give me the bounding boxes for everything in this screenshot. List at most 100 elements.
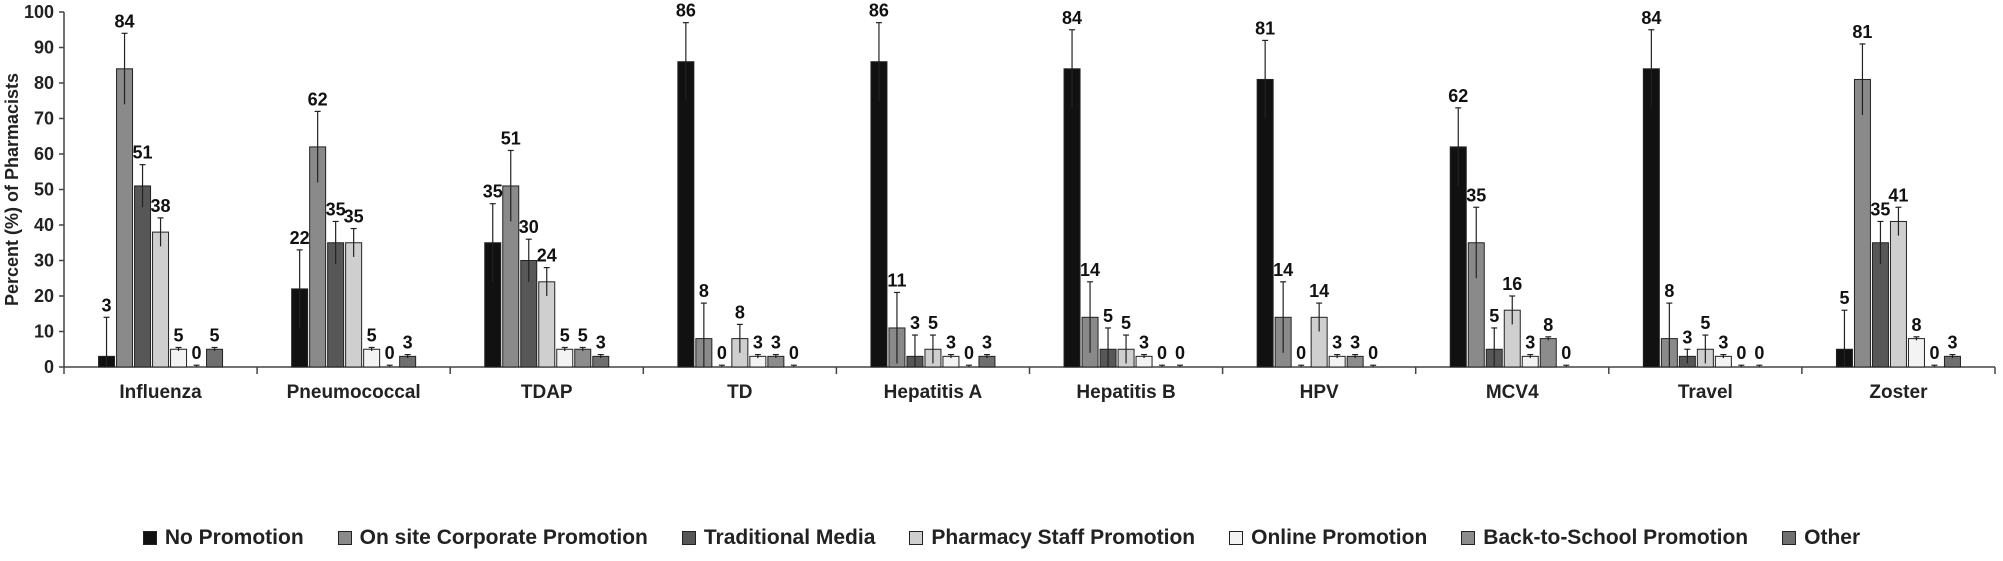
bar [1256,78,1274,368]
data-label: 86 [869,1,889,21]
data-label: 0 [1175,343,1185,363]
legend-label: On site Corporate Promotion [359,526,648,549]
data-label: 3 [771,333,781,353]
data-label: 30 [519,217,539,237]
y-tick-label: 10 [34,322,54,342]
y-tick-label: 100 [24,2,54,22]
data-label: 3 [753,333,763,353]
y-tick-label: 0 [44,357,54,377]
x-category-label: Influenza [119,382,202,403]
x-category-label: Zoster [1869,382,1928,403]
bar [206,348,224,368]
y-axis-title: Percent (%) of Pharmacists [2,73,22,306]
legend-label: Online Promotion [1251,526,1428,549]
data-label: 3 [1332,333,1342,353]
data-label: 24 [537,246,557,266]
legend-swatch [1229,531,1244,545]
data-label: 3 [403,333,413,353]
bar [1539,338,1557,368]
bar [1907,338,1925,368]
bar [1063,68,1081,368]
bar [170,348,188,368]
data-label: 3 [1350,333,1360,353]
data-label: 0 [717,343,727,363]
data-label: 0 [1736,343,1746,363]
legend-item: On site Corporate Promotion [337,526,648,550]
data-label: 5 [928,313,938,333]
data-label: 22 [290,228,310,248]
data-label: 3 [102,295,112,315]
bar [1889,220,1907,368]
data-label: 14 [1080,260,1100,280]
legend-label: Back-to-School Promotion [1483,526,1749,549]
legend-swatch [337,531,352,545]
data-label: 38 [151,196,171,216]
data-label: 16 [1502,274,1522,294]
bar [1642,68,1660,368]
data-label: 51 [501,128,521,148]
data-label: 5 [174,325,184,345]
data-label: 41 [1888,185,1908,205]
bar [556,348,574,368]
legend-item: Back-to-School Promotion [1461,526,1748,550]
data-label: 0 [789,343,799,363]
data-label: 62 [1448,86,1468,106]
legend-label: No Promotion [164,526,304,549]
y-tick-label: 80 [34,73,54,93]
y-tick-label: 70 [34,109,54,129]
data-label: 81 [1852,22,1872,42]
legend-item: Pharmacy Staff Promotion [909,526,1195,550]
data-label: 3 [910,313,920,333]
data-label: 0 [964,343,974,363]
data-label: 35 [326,199,346,219]
data-label: 0 [1368,343,1378,363]
x-category-label: Hepatitis A [884,382,983,403]
y-tick-label: 30 [34,251,54,271]
data-label: 5 [578,325,588,345]
legend-label: Other [1804,526,1861,549]
category-labels: Influenza Pneumococcal TDAP TD Hepatitis A He… [119,382,1928,403]
data-label: 5 [1700,313,1710,333]
data-label: 35 [344,207,364,227]
data-label: 11 [887,270,906,290]
x-category-label: MCV4 [1486,382,1539,403]
bar [677,61,695,368]
data-label: 35 [483,182,503,202]
data-label: 84 [115,11,135,31]
data-label: 0 [1296,343,1306,363]
legend-item: Online Promotion [1229,526,1427,550]
x-category-label: Hepatitis B [1076,382,1175,403]
x-category-label: TDAP [521,382,573,403]
legend-swatch [1461,531,1476,545]
bar [116,68,134,368]
data-label: 3 [1139,333,1149,353]
bar [134,185,152,368]
data-label: 86 [676,1,696,21]
bar [152,231,170,368]
data-label: 14 [1309,281,1329,301]
x-category-label: HPV [1300,382,1339,403]
data-label: 5 [1489,306,1499,326]
legend-swatch [681,531,696,545]
x-category-label: TD [727,382,752,403]
data-label: 84 [1641,8,1661,28]
data-label: 0 [385,343,395,363]
y-tick-label: 40 [34,215,54,235]
bar [1853,78,1871,368]
data-label: 3 [596,333,606,353]
legend: No Promotion On site Corporate Promotion T… [0,520,2003,556]
data-label: 8 [1664,281,1674,301]
y-tick-label: 50 [34,180,54,200]
y-tick-label: 20 [34,286,54,306]
x-category-label: Travel [1678,382,1733,403]
legend-item: Other [1782,526,1860,550]
data-label: 5 [367,325,377,345]
data-label: 5 [1839,288,1849,308]
bars [98,22,1961,368]
data-label: 35 [1870,199,1890,219]
bar [363,348,381,368]
bar [574,348,592,368]
